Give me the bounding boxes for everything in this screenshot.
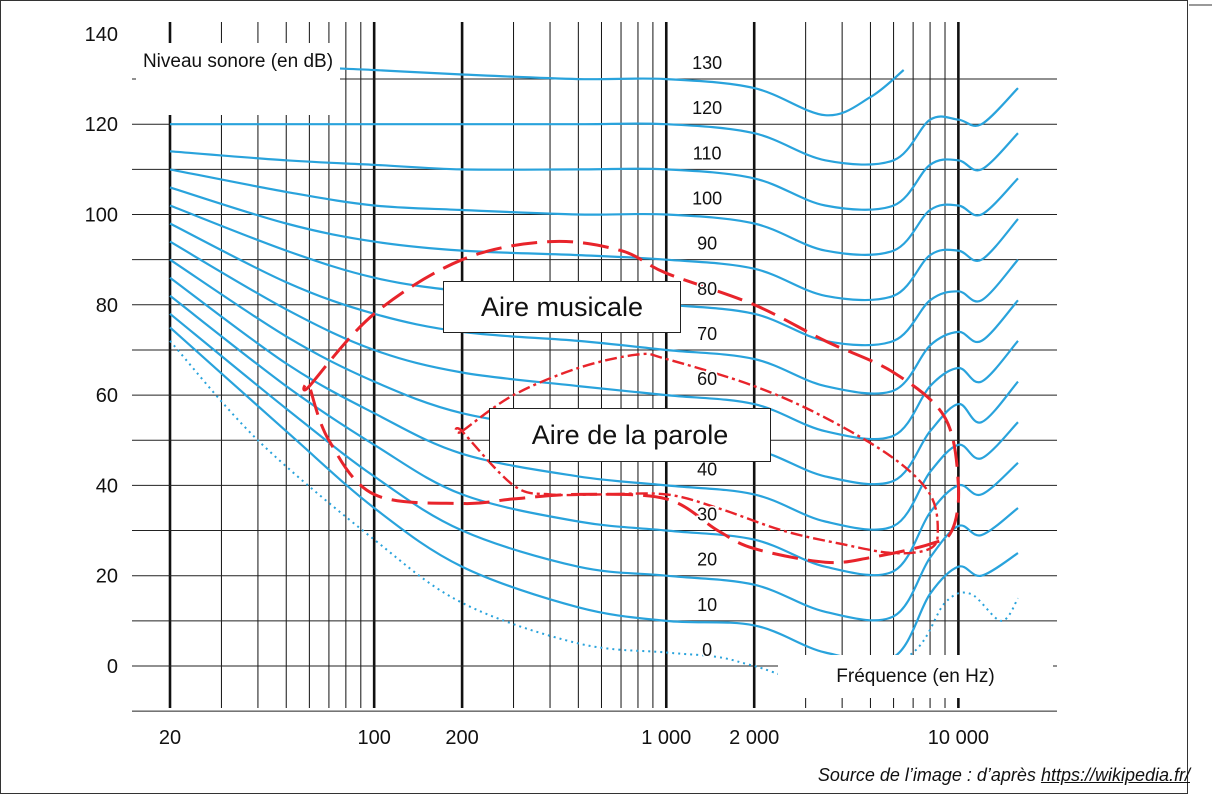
- curve-label: 70: [697, 324, 717, 344]
- x-tick-label: 10 000: [928, 727, 989, 749]
- y-tick-label: 40: [96, 475, 118, 497]
- curve-labels: 1301201101009080706050403020100: [691, 52, 724, 662]
- curve-20: [169, 312, 1019, 622]
- curve-label: 100: [692, 189, 722, 209]
- x-tick-label: 20: [159, 727, 181, 749]
- curve-90: [169, 186, 1019, 302]
- curve-120: [170, 87, 1019, 166]
- curve-70: [169, 222, 1019, 395]
- x-tick-labels: 20 100 200 1 000 2 000 10 000: [159, 727, 989, 749]
- curve-10: [169, 326, 1019, 663]
- curve-100: [169, 168, 1019, 256]
- isophonic-curves: [169, 55, 1019, 690]
- curve-label: 30: [697, 505, 717, 525]
- aire-musicale-outline: [302, 239, 961, 565]
- curve-label: 10: [697, 595, 717, 615]
- y-tick-label: 120: [85, 114, 118, 136]
- y-tick-label: 100: [85, 205, 118, 227]
- y-tick-label: 60: [96, 385, 118, 407]
- y-tick-label: 80: [96, 295, 118, 317]
- source-link[interactable]: https://wikipedia.fr/: [1040, 765, 1190, 785]
- aire-parole-outline: [454, 352, 940, 555]
- curve-label: 110: [693, 143, 722, 163]
- x-tick-label: 100: [357, 727, 390, 749]
- x-tick-label: 2 000: [729, 727, 779, 749]
- y-tick-label: 0: [107, 656, 118, 678]
- curve-label: 20: [697, 550, 717, 570]
- y-tick-label: 140: [85, 24, 118, 46]
- curve-label: 90: [697, 234, 717, 254]
- curve-label: 40: [697, 459, 717, 479]
- curve-label: 0: [702, 640, 712, 660]
- area-outlines: [302, 239, 961, 565]
- curve-label: 60: [697, 369, 717, 389]
- curve-label: 130: [692, 53, 722, 73]
- y-tick-label: 20: [96, 566, 118, 588]
- x-tick-label: 200: [445, 727, 478, 749]
- curve-40: [169, 276, 1019, 531]
- aire-parole-label: Aire de la parole: [489, 408, 771, 462]
- curve-80: [169, 204, 1019, 347]
- curve-30: [169, 294, 1019, 577]
- y-tick-labels: 140 120 100 80 60 40 20 0: [85, 24, 118, 678]
- y-axis-label: Niveau sonore (en dB): [136, 43, 340, 115]
- vertical-grid: [168, 22, 960, 708]
- curve-label: 80: [697, 279, 717, 299]
- source-caption: Source de l’image : d’après https://wiki…: [818, 765, 1190, 786]
- x-tick-label: 1 000: [641, 727, 691, 749]
- aire-musicale-label: Aire musicale: [443, 281, 681, 333]
- curve-60: [169, 240, 1019, 441]
- x-axis-label: Fréquence (en Hz): [778, 655, 1053, 698]
- source-prefix: Source de l’image : d’après: [817, 765, 1041, 785]
- curve-label: 120: [692, 98, 722, 118]
- curve-110: [169, 132, 1019, 211]
